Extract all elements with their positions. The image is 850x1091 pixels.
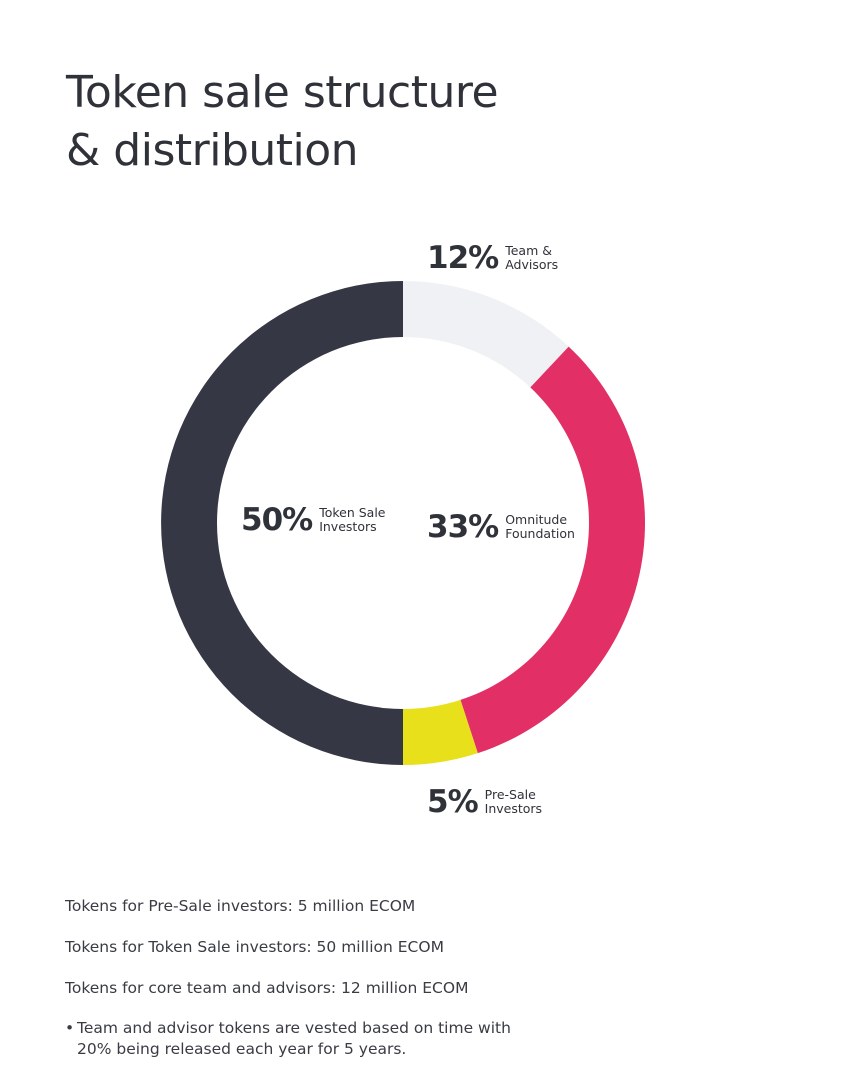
note-vesting: • Team and advisor tokens are vested bas…	[65, 1018, 535, 1060]
label-team-advisors: 12% Team & Advisors	[427, 240, 558, 276]
page-title: Token sale structure & distribution	[66, 64, 499, 180]
label-pre-sale-investors-name: Pre-Sale Investors	[484, 787, 543, 816]
label-pre-sale-investors-pct: 5%	[427, 784, 479, 820]
title-line-1: Token sale structure	[66, 67, 499, 118]
label-omnitude-foundation-name: Omnitude Foundation	[505, 512, 575, 541]
label-team-advisors-pct: 12%	[427, 240, 499, 276]
donut-slice-omnitude-foundation	[460, 346, 645, 754]
donut-slice-team-advisors	[403, 281, 569, 388]
label-token-sale-investors-pct: 50%	[241, 502, 313, 538]
label-team-advisors-name: Team & Advisors	[505, 243, 559, 272]
label-token-sale-investors: 50% Token Sale Investors	[241, 502, 386, 538]
note-team: Tokens for core team and advisors: 12 mi…	[65, 979, 469, 997]
label-token-sale-investors-name: Token Sale Investors	[319, 505, 386, 534]
label-pre-sale-investors: 5% Pre-Sale Investors	[427, 784, 542, 820]
note-vesting-text: Team and advisor tokens are vested based…	[77, 1019, 511, 1058]
bullet-marker: •	[65, 1019, 75, 1037]
donut-slice-pre-sale-investors	[403, 699, 478, 765]
donut-slice-token-sale-investors	[161, 281, 403, 765]
label-omnitude-foundation-pct: 33%	[427, 509, 499, 545]
note-tokensale: Tokens for Token Sale investors: 50 mill…	[65, 938, 444, 956]
note-presale: Tokens for Pre-Sale investors: 5 million…	[65, 897, 416, 915]
label-omnitude-foundation: 33% Omnitude Foundation	[427, 509, 575, 545]
title-line-2: & distribution	[66, 125, 359, 176]
token-notes: Tokens for Pre-Sale investors: 5 million…	[65, 895, 535, 1060]
